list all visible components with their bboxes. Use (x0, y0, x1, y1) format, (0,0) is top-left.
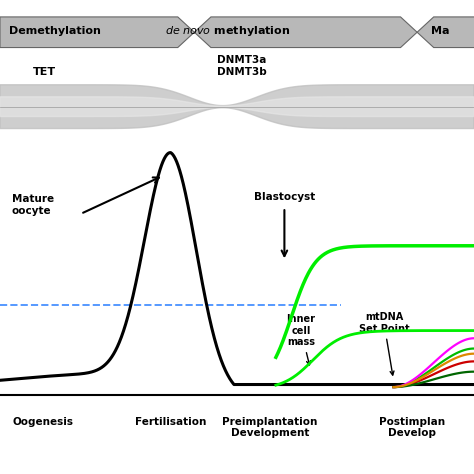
Text: $\it{de\ novo}$ methylation: $\it{de\ novo}$ methylation (165, 24, 290, 37)
Text: Inner
cell
mass: Inner cell mass (286, 314, 316, 365)
Text: Mature
oocyte: Mature oocyte (12, 194, 54, 216)
Text: Postimplan
Develop: Postimplan Develop (379, 417, 446, 438)
Polygon shape (194, 17, 417, 47)
Polygon shape (417, 17, 474, 47)
Text: Oogenesis: Oogenesis (12, 417, 73, 427)
Text: Preimplantation
Development: Preimplantation Development (222, 417, 318, 438)
Text: mtDNA
Set Point: mtDNA Set Point (359, 312, 409, 375)
Text: Demethylation: Demethylation (9, 26, 101, 36)
Text: Ma: Ma (431, 26, 450, 36)
Polygon shape (0, 17, 194, 47)
Text: Blastocyst: Blastocyst (254, 192, 315, 202)
Text: TET: TET (33, 66, 56, 77)
Text: Fertilisation: Fertilisation (135, 417, 206, 427)
Text: DNMT3a
DNMT3b: DNMT3a DNMT3b (217, 55, 266, 77)
